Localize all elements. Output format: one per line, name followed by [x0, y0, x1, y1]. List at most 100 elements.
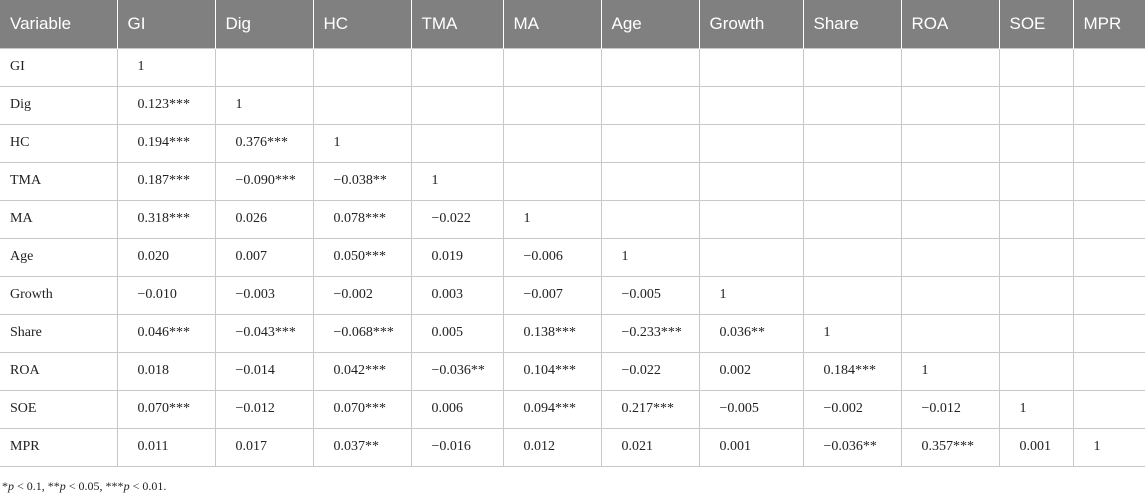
table-cell: −0.005 [698, 389, 804, 429]
table-cell: 0.036** [698, 313, 804, 353]
table-cell [802, 85, 902, 125]
table-cell [998, 47, 1074, 87]
table-cell [998, 199, 1074, 239]
table-cell: 0.078*** [312, 199, 412, 239]
table-cell: 0.001 [698, 427, 804, 467]
table-cell: −0.002 [802, 389, 902, 429]
table-cell: 0.018 [116, 351, 216, 391]
table-cell [502, 85, 602, 125]
table-cell [998, 237, 1074, 277]
table-row: Age 0.020 0.007 0.050*** 0.019 −0.006 1 [0, 237, 1145, 277]
table-cell [698, 199, 804, 239]
table-cell [802, 123, 902, 163]
table-cell: 1 [802, 313, 902, 353]
table-cell [900, 199, 1000, 239]
table-cell: 0.007 [214, 237, 314, 277]
column-header-mpr: MPR [1072, 0, 1145, 48]
table-row: GI 1 [0, 47, 1145, 87]
row-label: ROA [0, 351, 118, 391]
table-cell [410, 47, 504, 87]
row-label: TMA [0, 161, 118, 201]
table-cell [698, 237, 804, 277]
table-cell: 1 [698, 275, 804, 315]
table-cell [802, 47, 902, 87]
table-cell: 0.021 [600, 427, 700, 467]
column-header-gi: GI [116, 0, 215, 48]
table-cell [502, 47, 602, 87]
row-label: Age [0, 237, 118, 277]
table-cell [1072, 161, 1145, 201]
table-cell: 0.020 [116, 237, 216, 277]
column-header-roa: ROA [900, 0, 999, 48]
table-cell: 0.094*** [502, 389, 602, 429]
table-cell [502, 161, 602, 201]
table-cell: −0.036** [410, 351, 504, 391]
table-cell [1072, 123, 1145, 163]
table-cell: −0.233*** [600, 313, 700, 353]
table-cell: 0.357*** [900, 427, 1000, 467]
table-cell [802, 237, 902, 277]
table-cell: 0.019 [410, 237, 504, 277]
column-header-hc: HC [312, 0, 411, 48]
table-cell [600, 161, 700, 201]
table-cell: 0.026 [214, 199, 314, 239]
table-cell: 1 [312, 123, 412, 163]
table-cell [1072, 199, 1145, 239]
table-cell [900, 237, 1000, 277]
table-cell: 0.003 [410, 275, 504, 315]
table-cell [1072, 85, 1145, 125]
column-header-ma: MA [502, 0, 601, 48]
correlation-table: Variable GI Dig HC TMA MA Age Growth Share ROA SOE… [0, 0, 1145, 467]
table-cell: −0.002 [312, 275, 412, 315]
row-label: MA [0, 199, 118, 239]
table-cell [802, 161, 902, 201]
table-cell [900, 313, 1000, 353]
table-cell: 0.184*** [802, 351, 902, 391]
table-cell: 1 [410, 161, 504, 201]
column-header-growth: Growth [698, 0, 803, 48]
table-cell: 0.037** [312, 427, 412, 467]
row-label: Dig [0, 85, 118, 125]
table-cell: 0.005 [410, 313, 504, 353]
table-cell: 1 [998, 389, 1074, 429]
table-cell: 1 [214, 85, 314, 125]
table-cell: 0.046*** [116, 313, 216, 353]
row-label: Share [0, 313, 118, 353]
table-cell: −0.007 [502, 275, 602, 315]
table-row: Growth −0.010 −0.003 −0.002 0.003 −0.007 −0.00… [0, 275, 1145, 315]
column-header-soe: SOE [998, 0, 1073, 48]
table-cell: 0.104*** [502, 351, 602, 391]
table-cell: −0.068*** [312, 313, 412, 353]
table-cell: 0.123*** [116, 85, 216, 125]
table-cell [502, 123, 602, 163]
table-cell: −0.038** [312, 161, 412, 201]
table-cell [1072, 313, 1145, 353]
table-cell: −0.003 [214, 275, 314, 315]
table-cell [900, 161, 1000, 201]
table-cell: −0.012 [214, 389, 314, 429]
table-cell: 0.318*** [116, 199, 216, 239]
table-cell: 0.376*** [214, 123, 314, 163]
table-footnote: *p < 0.1, **p < 0.05, ***p < 0.01. [2, 479, 167, 493]
row-label: Growth [0, 275, 118, 315]
table-cell: 0.070*** [116, 389, 216, 429]
table-cell: 0.006 [410, 389, 504, 429]
table-cell: −0.005 [600, 275, 700, 315]
table-cell [698, 123, 804, 163]
table-cell [998, 275, 1074, 315]
table-cell: 0.070*** [312, 389, 412, 429]
table-cell: 1 [502, 199, 602, 239]
table-cell: 0.138*** [502, 313, 602, 353]
table-cell [698, 47, 804, 87]
table-row: MPR 0.011 0.017 0.037** −0.016 0.012 0.021 0.00… [0, 427, 1145, 467]
table-cell: 0.011 [116, 427, 216, 467]
table-cell: −0.014 [214, 351, 314, 391]
table-cell [998, 351, 1074, 391]
column-header-variable: Variable [0, 0, 117, 48]
table-cell [312, 85, 412, 125]
table-cell [998, 123, 1074, 163]
table-cell: 0.012 [502, 427, 602, 467]
table-cell [410, 123, 504, 163]
table-cell: −0.010 [116, 275, 216, 315]
table-cell [802, 199, 902, 239]
